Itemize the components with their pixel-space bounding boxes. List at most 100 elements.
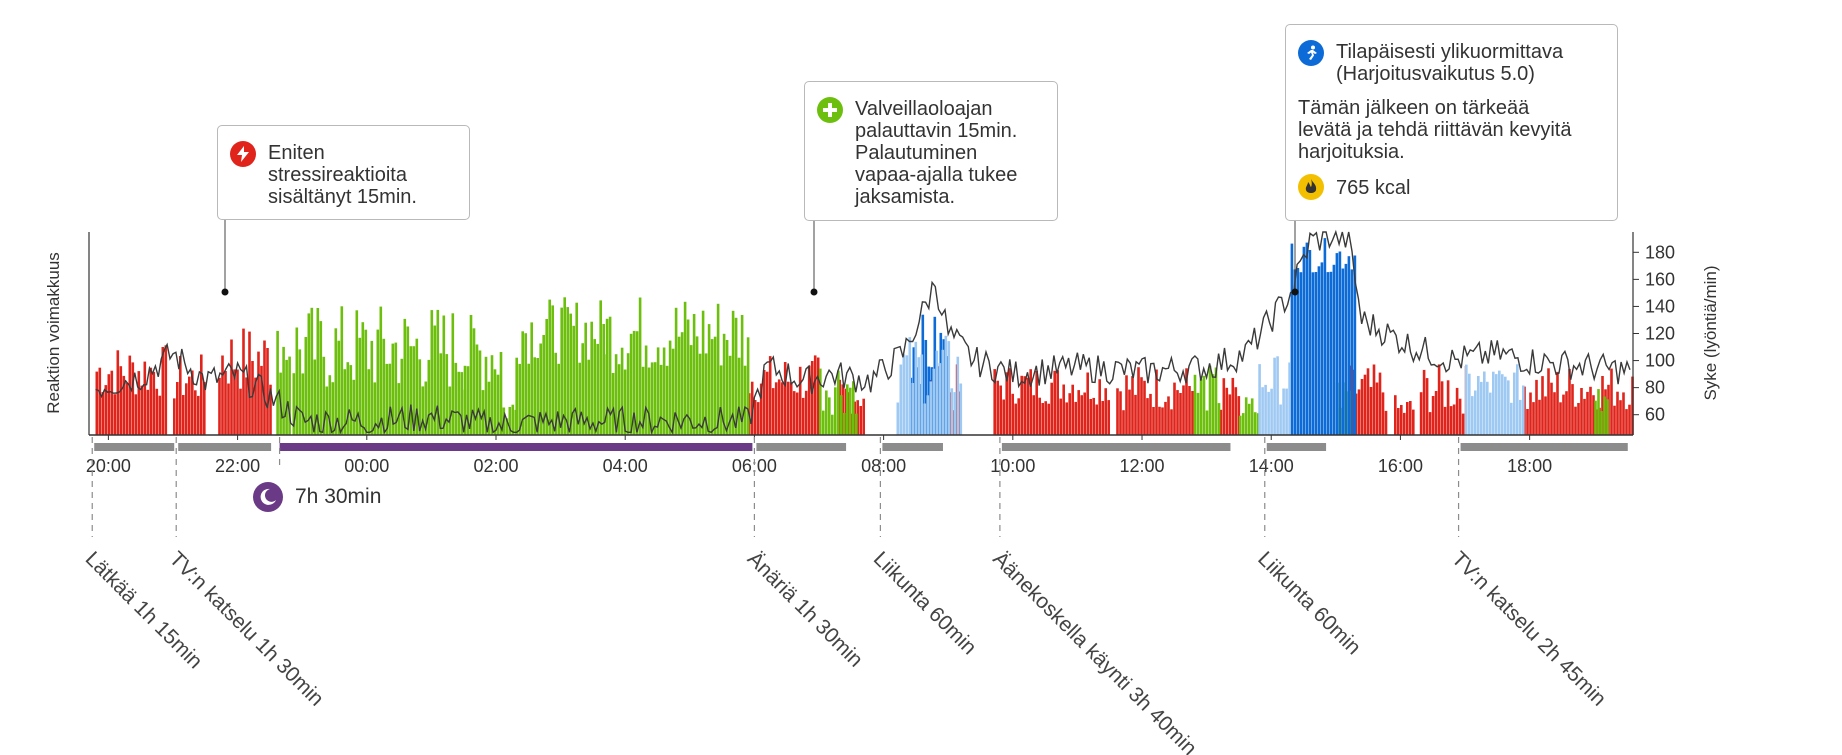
stress-bar	[1526, 409, 1529, 435]
recovery-bar	[316, 308, 320, 435]
stress-bar	[1020, 375, 1023, 435]
stress-bar	[1449, 406, 1453, 435]
recovery-bar	[668, 340, 672, 435]
recovery-bar	[542, 335, 545, 435]
stress-bar	[134, 394, 138, 435]
stress-bar	[1458, 398, 1462, 435]
stress-bar	[1185, 368, 1188, 435]
exercise_high-bar	[1341, 268, 1345, 435]
stress-bar	[1440, 381, 1444, 435]
recovery-bar	[433, 325, 437, 435]
recovery-bar	[400, 358, 404, 435]
recovery-bar	[578, 362, 581, 435]
stress-bar	[759, 383, 763, 435]
exercise_high-bar	[1302, 246, 1306, 435]
stress-bar	[1155, 369, 1158, 435]
stress-bar	[1101, 401, 1104, 435]
stress-bar	[152, 371, 156, 435]
stress-bar	[1616, 391, 1619, 435]
exercise_light-bar	[1480, 381, 1483, 435]
stress-bar	[257, 351, 260, 435]
exercise_light-bar	[938, 363, 942, 435]
stress-bar	[1041, 403, 1044, 435]
exercise_light-bar	[1471, 396, 1474, 435]
calories-value: 765 kcal	[1336, 176, 1411, 199]
recovery-bar	[361, 322, 365, 435]
stress-bar	[1550, 382, 1553, 435]
recovery-bar	[650, 362, 654, 435]
stress-bar	[1188, 386, 1191, 435]
recovery-bar	[551, 305, 554, 435]
stress-bar	[798, 366, 802, 435]
exercise_high-bar	[1347, 256, 1351, 435]
recovery-bar	[370, 340, 374, 435]
recovery-bar	[731, 310, 735, 435]
recovery-bar	[614, 354, 618, 435]
recovery-bar	[385, 363, 389, 435]
sleep-duration: 7h 30min	[253, 482, 381, 512]
exercise_high-bar	[1290, 243, 1294, 435]
exercise_light-bar	[926, 395, 930, 435]
stress-bar	[119, 366, 123, 435]
stress-bar	[1032, 395, 1035, 435]
recovery-bar	[1214, 367, 1218, 435]
recovery-bar	[713, 336, 717, 435]
recovery-bar	[487, 381, 491, 435]
x-tick-label: 16:00	[1378, 456, 1423, 476]
stress-bar	[239, 388, 242, 435]
stress-bar	[1625, 409, 1628, 435]
exercise_light-bar	[1477, 376, 1480, 435]
exercise_light-bar	[1513, 372, 1516, 435]
activity-label: Liikunta 60min	[1253, 547, 1365, 659]
stress-bar	[807, 365, 811, 435]
stress-bar	[780, 382, 784, 435]
exercise_high-bar	[1338, 251, 1342, 435]
stress-bar	[263, 340, 266, 435]
stress-bar	[1363, 374, 1367, 435]
recovery-bar	[466, 366, 470, 435]
stress-bar	[1047, 403, 1050, 435]
stress-bar	[173, 398, 176, 435]
stress-bar	[1029, 369, 1032, 435]
sleep-duration-label: 7h 30min	[295, 485, 382, 508]
stress-bar	[816, 357, 820, 435]
stress-bar	[1443, 406, 1447, 435]
stress-bar	[1228, 394, 1232, 435]
recovery-bar	[683, 301, 687, 435]
exercise_light-bar	[1492, 371, 1495, 435]
recovery-bar	[427, 359, 431, 435]
recovery-bar	[704, 353, 708, 435]
stress-bar	[182, 395, 185, 435]
exercise_light-bar	[1498, 370, 1501, 435]
recovery-bar	[337, 340, 341, 435]
recovery-bar	[469, 315, 473, 435]
stress-bar	[1014, 403, 1017, 435]
recovery-bar	[292, 373, 296, 435]
recovery-bar	[282, 346, 285, 435]
stress-bar	[1065, 402, 1068, 435]
x-tick-label: 08:00	[861, 456, 906, 476]
recovery-bar	[493, 369, 497, 435]
recovery-bar	[313, 359, 317, 435]
x-tick-label: 18:00	[1507, 456, 1552, 476]
stress-bar	[1158, 406, 1161, 435]
activity-label: TV:n katselu 1h 30min	[165, 547, 328, 710]
leader-dot	[221, 288, 229, 296]
stress-bar	[1547, 368, 1550, 435]
reaction-bars	[95, 238, 1634, 435]
recovery-bar	[1196, 392, 1200, 435]
exercise_light-bar	[1501, 374, 1504, 435]
exercise_high-bar	[1305, 242, 1309, 435]
stress-bar	[1574, 406, 1577, 435]
recovery-bar	[611, 373, 615, 435]
stress-bar	[1167, 396, 1170, 435]
stress-bar	[1038, 397, 1041, 435]
stress-bar	[1053, 370, 1056, 435]
exercise_light-bar	[1519, 399, 1522, 435]
stress-bar	[753, 400, 757, 435]
stress-bar	[756, 402, 760, 435]
stress-bar	[1068, 393, 1071, 435]
recovery-bar	[677, 336, 681, 435]
stress-bar	[251, 361, 254, 435]
stress-bar	[1381, 392, 1385, 435]
